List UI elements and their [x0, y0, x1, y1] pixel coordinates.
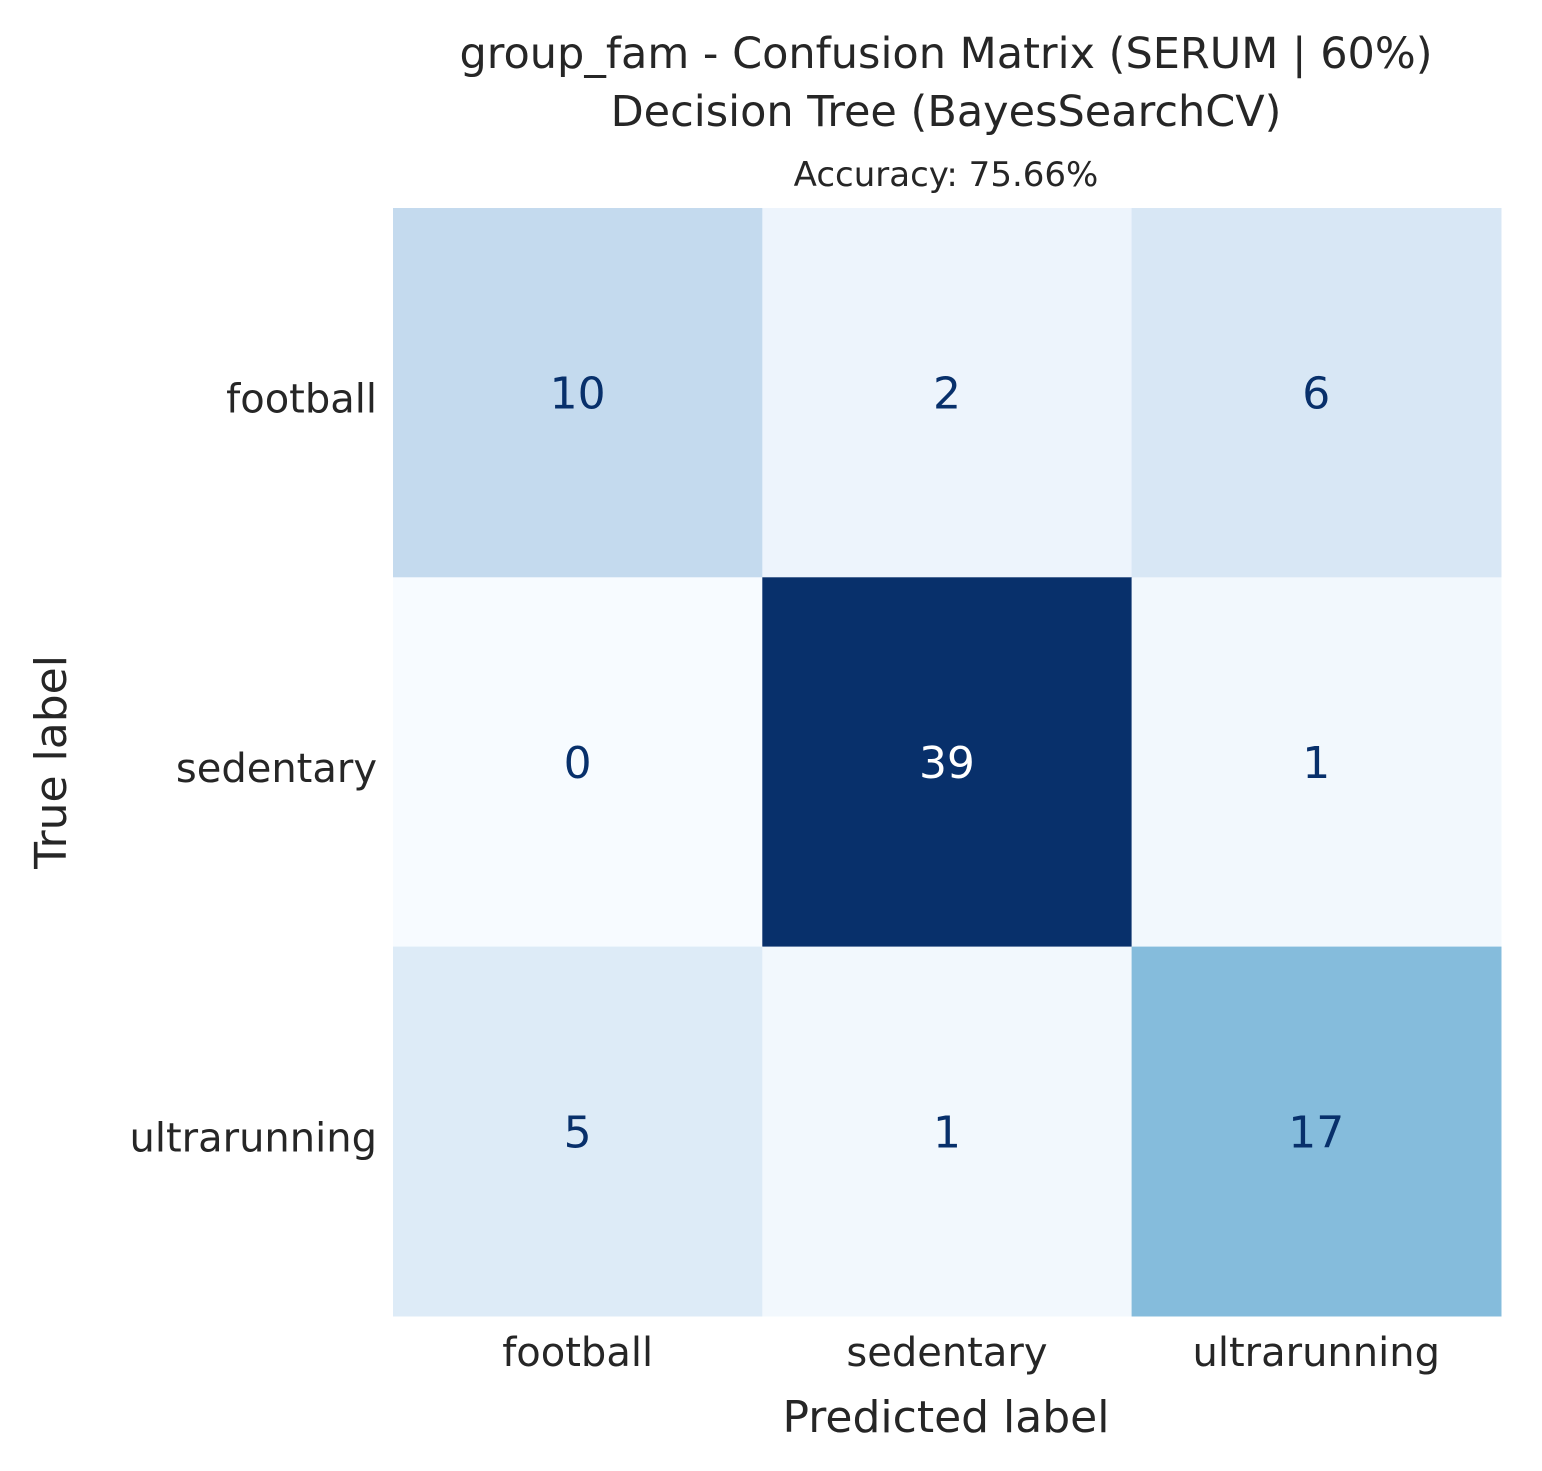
heatmap-cell-value: 1: [1302, 738, 1330, 789]
heatmap-cell: [1131, 577, 1502, 948]
heatmap-cell: [762, 577, 1133, 948]
heatmap-cell: [762, 946, 1133, 1317]
y-axis-label: True label: [26, 655, 77, 870]
heatmap-cell-value: 10: [550, 369, 606, 420]
heatmap-cell-labels: 10 2 6 0 39 1 5 1 17: [550, 369, 1345, 1159]
x-tick-label: sedentary: [846, 1330, 1047, 1376]
x-axis-label: Predicted label: [783, 1392, 1110, 1443]
x-tick-label: ultrarunning: [1193, 1330, 1440, 1376]
heatmap-cell-value: 17: [1288, 1107, 1344, 1158]
heatmap-cell: [393, 208, 763, 578]
heatmap-cell: [393, 946, 763, 1317]
y-tick-label: football: [226, 377, 377, 423]
x-tick-label: football: [502, 1330, 653, 1376]
heatmap-cell-value: 5: [564, 1107, 592, 1158]
heatmap-cell: [393, 577, 763, 948]
heatmap-cell-value: 39: [919, 738, 975, 789]
heatmap-cell-value: 6: [1302, 369, 1330, 420]
heatmap-cell-value: 2: [933, 369, 961, 420]
heatmap-cell-value: 0: [564, 738, 592, 789]
heatmap-cell: [1131, 208, 1502, 578]
x-tick-labels: football sedentary ultrarunning: [502, 1330, 1440, 1376]
chart-title: group_fam - Confusion Matrix (SERUM | 60…: [459, 29, 1432, 79]
y-tick-label: ultrarunning: [130, 1115, 377, 1161]
chart-subtitle: Accuracy: 75.66%: [794, 155, 1099, 195]
chart-title-line2: Decision Tree (BayesSearchCV): [611, 87, 1282, 137]
heatmap-cell: [762, 208, 1133, 578]
heatmap-cell: [1131, 946, 1502, 1317]
y-tick-labels: football sedentary ultrarunning: [130, 377, 377, 1162]
heatmap-cell-value: 1: [933, 1107, 961, 1158]
heatmap-cells: [393, 208, 1502, 1317]
y-tick-label: sedentary: [176, 746, 377, 792]
